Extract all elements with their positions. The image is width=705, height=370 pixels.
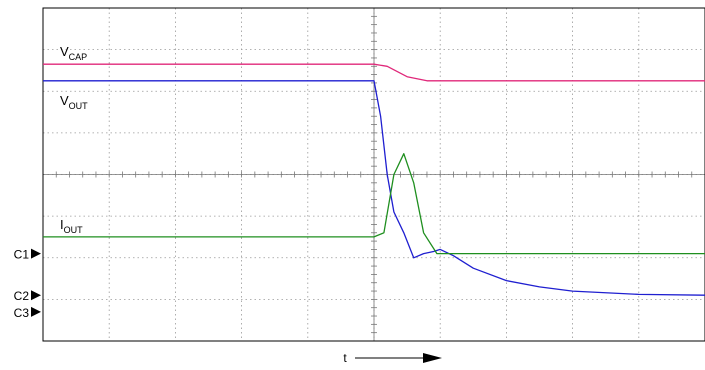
series-label-vout-1: VOUT: [60, 93, 88, 111]
plot-frame: [42, 7, 705, 342]
x-axis-label: t: [343, 351, 347, 365]
series-label-iout-2: IOUT: [60, 217, 83, 235]
channel-marker-label-c3: C3: [14, 306, 30, 320]
series-layer: [43, 63, 705, 296]
channel-marker-arrow-c1: [31, 248, 41, 259]
channel-markers: C1 C2 C3: [14, 248, 41, 320]
series-label-vcap-0: VCAP: [60, 44, 87, 62]
time-arrow-head: [423, 353, 442, 363]
channel-marker-arrow-c2: [31, 290, 41, 301]
series-line-iout-2: [43, 153, 705, 255]
x-axis: t: [343, 351, 442, 365]
channel-marker-label-c2: C2: [14, 289, 30, 303]
series-line-vout-1: [43, 80, 705, 296]
channel-marker-label-c1: C1: [14, 248, 30, 262]
channel-marker-arrow-c3: [31, 306, 41, 317]
label-layer: VCAP VOUT IOUT: [60, 44, 88, 235]
series-line-vcap-0: [43, 63, 705, 82]
grid: [43, 8, 705, 341]
